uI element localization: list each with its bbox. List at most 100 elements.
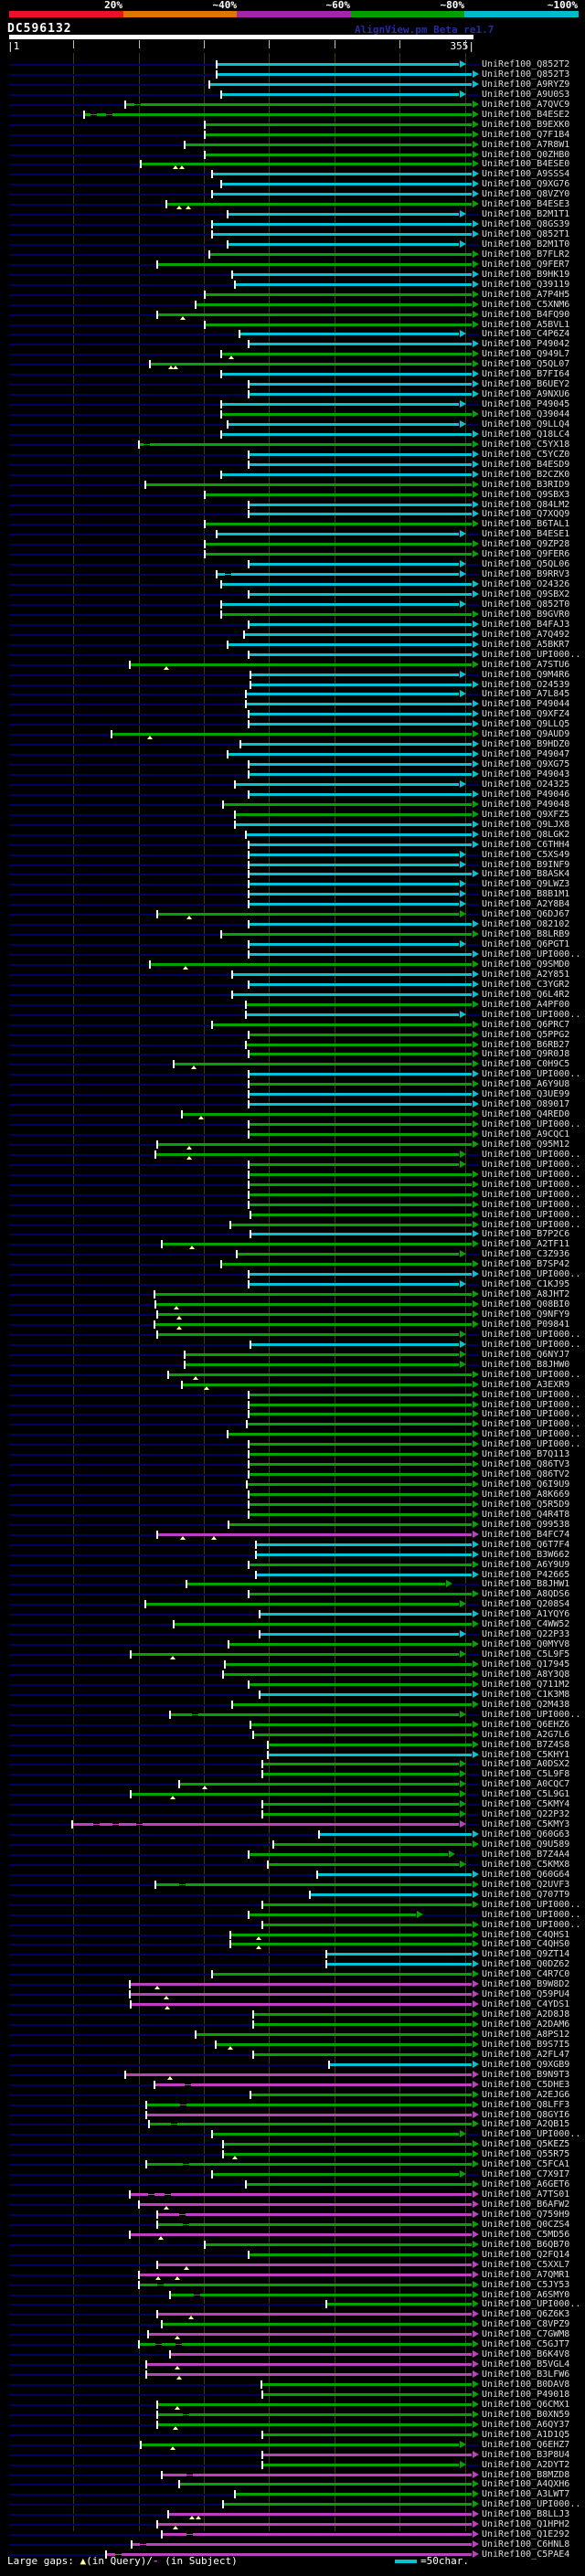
query-line-leading <box>9 73 218 76</box>
alignment-row: UniRef100_C4P6Z4 <box>0 329 585 339</box>
hsp-bar <box>227 753 472 757</box>
hit-label: UniRef100_Q1E292 <box>482 2529 570 2540</box>
hit-label: UniRef100_Q9LJX8 <box>482 819 570 830</box>
query-gap-triangle-icon <box>176 1325 182 1330</box>
alignment-row: UniRef100_B6QB70 <box>0 2240 585 2250</box>
hsp-bar <box>248 1053 472 1056</box>
alignment-row: UniRef100_UPI000.. <box>0 1429 585 1439</box>
hsp-start-tick <box>161 2470 164 2479</box>
hsp-start-tick <box>219 400 222 409</box>
alignment-row: UniRef100_Q6CMX1 <box>0 2400 585 2410</box>
hit-label: UniRef100_UPI000.. <box>482 1069 581 1080</box>
hit-label: UniRef100_A9NXU6 <box>482 389 570 400</box>
hsp-start-tick <box>231 970 234 979</box>
hit-label: UniRef100_A2G7L6 <box>482 1729 570 1740</box>
hit-label: UniRef100_Q39119 <box>482 279 570 290</box>
hsp-start-tick <box>247 1410 250 1419</box>
hsp-arrowhead-icon <box>473 1900 479 1908</box>
hit-label: UniRef100_Q8LFF3 <box>482 2099 570 2110</box>
hsp-arrowhead-icon <box>473 1830 479 1839</box>
hit-label: UniRef100_B9INF9 <box>482 859 570 870</box>
query-line-leading <box>9 1543 257 1546</box>
hsp-bar <box>154 1322 472 1326</box>
query-gap-triangle-icon <box>154 2275 161 2280</box>
hsp-arrowhead-icon <box>473 730 479 738</box>
alignment-row: UniRef100_B9S7I5 <box>0 2040 585 2050</box>
hsp-arrowhead-icon <box>473 1720 479 1728</box>
hit-label: UniRef100_A6Y9U8 <box>482 1079 570 1090</box>
hsp-bar <box>223 2503 472 2507</box>
alignment-row: UniRef100_Q84LM2 <box>0 500 585 510</box>
hsp-start-tick <box>173 1060 176 1069</box>
query-line-leading <box>9 2403 157 2406</box>
query-line-leading <box>9 354 221 356</box>
ruler-tick <box>204 40 205 48</box>
hit-label: UniRef100_Q0MYV8 <box>482 1639 570 1650</box>
alignment-row: UniRef100_Q39044 <box>0 409 585 419</box>
query-gap-triangle-icon <box>186 1155 193 1160</box>
query-line-leading <box>9 2484 179 2486</box>
hit-label: UniRef100_Q2FQ14 <box>482 2249 570 2260</box>
hit-label: UniRef100_A8JHT2 <box>482 1289 570 1300</box>
query-line-leading <box>9 1673 224 1676</box>
query-line-leading <box>9 983 249 986</box>
alignment-row: UniRef100_Q6NYJ7 <box>0 1350 585 1360</box>
alignment-row: UniRef100_Q8VZY0 <box>0 189 585 199</box>
alignment-row: UniRef100_Q759H9 <box>0 2210 585 2220</box>
hsp-arrowhead-icon <box>473 720 479 728</box>
query-gap-triangle-icon <box>172 366 178 370</box>
hsp-arrowhead-icon <box>473 1640 479 1648</box>
hsp-start-tick <box>210 220 213 229</box>
query-line-leading <box>9 1774 263 1776</box>
query-line-leading <box>9 1414 249 1416</box>
hit-label: UniRef100_Q711M2 <box>482 1679 570 1690</box>
hsp-start-tick <box>155 910 158 919</box>
alignment-row: UniRef100_Q7XQQ9 <box>0 509 585 519</box>
alignment-row: UniRef100_B7Q113 <box>0 1449 585 1459</box>
hsp-arrowhead-icon <box>473 870 479 878</box>
query-gap-triangle-icon <box>184 2265 190 2270</box>
hsp-start-tick <box>204 490 207 499</box>
hsp-bar <box>186 1583 446 1586</box>
alignment-row: UniRef100_Q9NFY9 <box>0 1309 585 1320</box>
hsp-arrowhead-icon <box>459 1800 466 1808</box>
hit-label: UniRef100_O24325 <box>482 779 570 790</box>
hit-label: UniRef100_B9RRV3 <box>482 569 570 580</box>
hit-label: UniRef100_B4ESE0 <box>482 159 570 170</box>
hit-label: UniRef100_Q17945 <box>482 1659 570 1670</box>
hsp-start-tick <box>204 520 207 529</box>
hsp-start-tick <box>261 1770 264 1779</box>
hsp-bar <box>138 2273 472 2276</box>
alignment-row: UniRef100_B2M1T1 <box>0 209 585 219</box>
gridline-50-residues <box>138 53 140 2531</box>
hit-label: UniRef100_B7FLR2 <box>482 249 570 260</box>
alignment-row: UniRef100_Q9LJX8 <box>0 820 585 830</box>
hsp-arrowhead-icon <box>473 550 479 558</box>
query-ruler-bar <box>9 35 473 39</box>
alignment-row: UniRef100_C5XS49 <box>0 850 585 860</box>
hsp-bar <box>220 373 472 376</box>
hit-label: UniRef100_Q4R4T8 <box>482 1509 570 1520</box>
hsp-start-tick <box>261 2390 264 2399</box>
hsp-bar <box>205 543 472 546</box>
hsp-bar <box>162 2533 472 2537</box>
hsp-bar <box>181 1383 472 1386</box>
hit-label: UniRef100_Q59PU4 <box>482 1989 570 2000</box>
hit-label: UniRef100_A7Q492 <box>482 629 570 640</box>
query-line-leading <box>9 154 206 156</box>
hsp-start-tick <box>247 1030 250 1039</box>
subject-gap-dash-icon <box>175 2344 182 2346</box>
hit-label: UniRef100_UPI000.. <box>482 1159 581 1170</box>
hsp-start-tick <box>247 1100 250 1109</box>
hsp-start-tick <box>244 1040 247 1049</box>
hsp-bar <box>248 943 459 947</box>
hsp-start-tick <box>168 1710 171 1719</box>
alignment-row: UniRef100_C5KHY1 <box>0 1750 585 1760</box>
hsp-start-tick <box>247 760 250 769</box>
alignment-row: UniRef100_Q5KEZ5 <box>0 2139 585 2149</box>
hit-label: UniRef100_Q759H9 <box>482 2209 570 2220</box>
hsp-bar <box>248 763 472 767</box>
hsp-arrowhead-icon <box>473 760 479 769</box>
hsp-arrowhead-icon <box>473 1130 479 1138</box>
hsp-arrowhead-icon <box>473 1680 479 1688</box>
